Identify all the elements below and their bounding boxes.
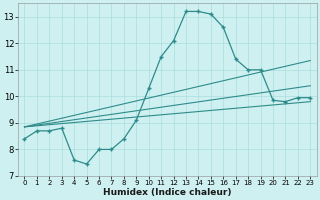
- X-axis label: Humidex (Indice chaleur): Humidex (Indice chaleur): [103, 188, 232, 197]
